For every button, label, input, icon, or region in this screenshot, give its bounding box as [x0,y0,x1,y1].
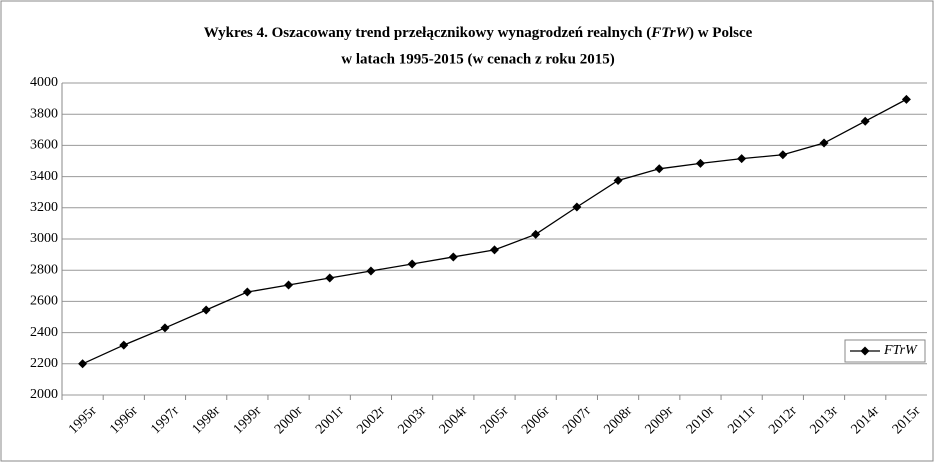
title-part: Wykres 4. Oszacowany trend przełącznikow… [204,25,651,41]
y-tick-label: 2600 [30,294,58,309]
point [654,164,664,174]
title-part: ) w Polsce [689,25,753,41]
point [242,287,252,297]
point [325,273,335,283]
y-tick-label: 3400 [30,169,58,184]
point [860,116,870,126]
y-tick-label: 3800 [30,106,58,121]
point [778,150,788,160]
chart-title: w latach 1995-2015 (w cenach z roku 2015… [341,51,614,67]
legend-marker [860,346,870,356]
point [366,266,376,276]
point [737,154,747,164]
point [490,245,499,255]
y-tick-label: 4000 [30,75,58,90]
y-tick-label: 2200 [30,356,58,371]
point [407,259,417,269]
point [531,229,541,239]
chart-title: Wykres 4. Oszacowany trend przełącznikow… [204,25,753,41]
point [78,359,88,369]
point [119,340,129,350]
point [901,94,911,104]
point [572,202,582,212]
y-tick-label: 3000 [30,231,58,246]
point [695,158,705,168]
point [613,176,623,185]
y-tick-label: 2800 [30,262,58,277]
legend-box [844,339,926,363]
point [819,138,829,148]
point [284,280,294,290]
legend-label: FTrW [883,343,918,358]
point [201,305,211,315]
y-tick-label: 3200 [30,200,58,215]
point [160,323,170,333]
point [448,252,458,262]
title-part: FTrW [650,25,690,41]
y-tick-label: 2000 [30,387,58,402]
y-tick-label: 3600 [30,138,58,153]
y-tick-label: 2400 [30,325,58,340]
